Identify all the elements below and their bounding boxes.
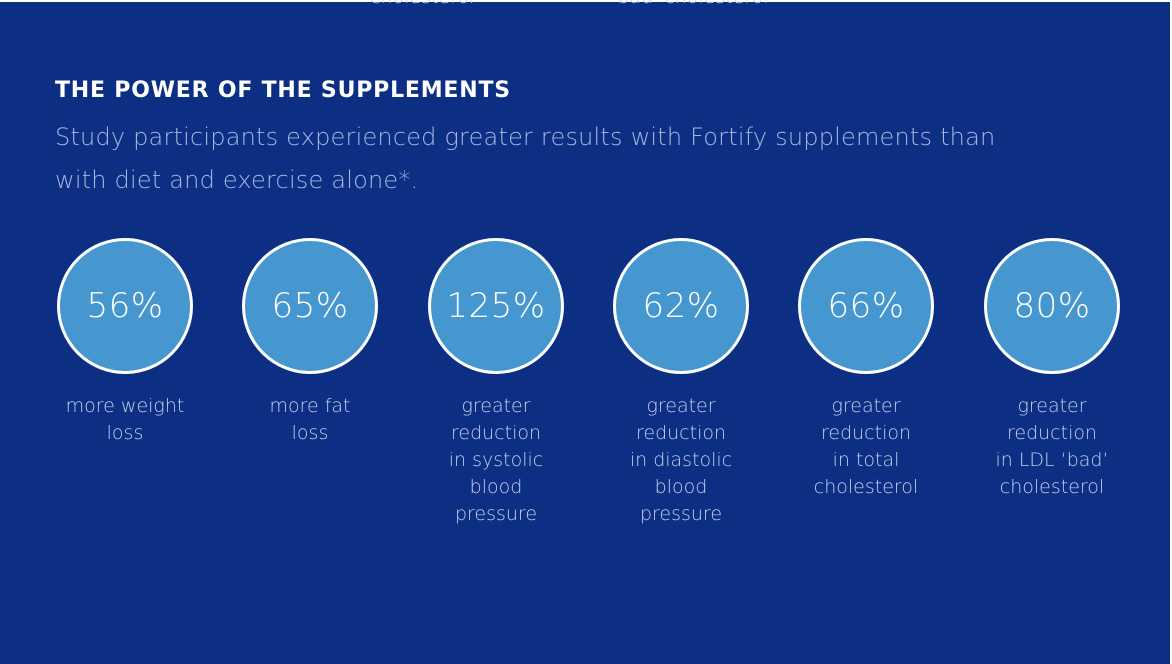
- stat-circle: 66%: [798, 238, 934, 374]
- stat-label: greater reduction in systolic blood pres…: [448, 395, 544, 525]
- stat-fat-loss: 65% more fat loss: [220, 238, 400, 447]
- stat-diastolic-pressure: 62% greater reduction in diastolic blood…: [591, 238, 771, 528]
- cut-off-label-right: 'bad' cholesterol: [612, 0, 769, 8]
- stat-label: greater reduction in total cholesterol: [813, 395, 919, 498]
- stat-circle: 125%: [428, 238, 564, 374]
- stat-label: more weight loss: [65, 395, 185, 444]
- stat-label: greater reduction in LDL ‘bad’ cholester…: [995, 395, 1109, 498]
- stat-systolic-pressure: 125% greater reduction in systolic blood…: [406, 238, 586, 528]
- section-title: THE POWER OF THE SUPPLEMENTS: [55, 78, 511, 103]
- stat-label: greater reduction in diastolic blood pre…: [629, 395, 733, 525]
- stat-ldl-cholesterol: 80% greater reduction in LDL ‘bad’ chole…: [962, 238, 1142, 501]
- stat-total-cholesterol: 66% greater reduction in total cholester…: [776, 238, 956, 501]
- cut-off-label-left: cholesterol: [370, 0, 474, 8]
- stat-circle: 65%: [242, 238, 378, 374]
- stat-circle: 80%: [984, 238, 1120, 374]
- stat-circle: 56%: [57, 238, 193, 374]
- top-border-strip: [0, 0, 1170, 2]
- subtitle-line-2: with diet and exercise alone*.: [55, 166, 419, 194]
- stat-label: more fat loss: [269, 395, 351, 444]
- section-subtitle: Study participants experienced greater r…: [55, 116, 1135, 202]
- stat-weight-loss: 56% more weight loss: [35, 238, 215, 447]
- subtitle-line-1: Study participants experienced greater r…: [55, 123, 996, 151]
- stat-circle: 62%: [613, 238, 749, 374]
- stats-row: 56% more weight loss 65% more fat loss 1…: [0, 238, 1170, 558]
